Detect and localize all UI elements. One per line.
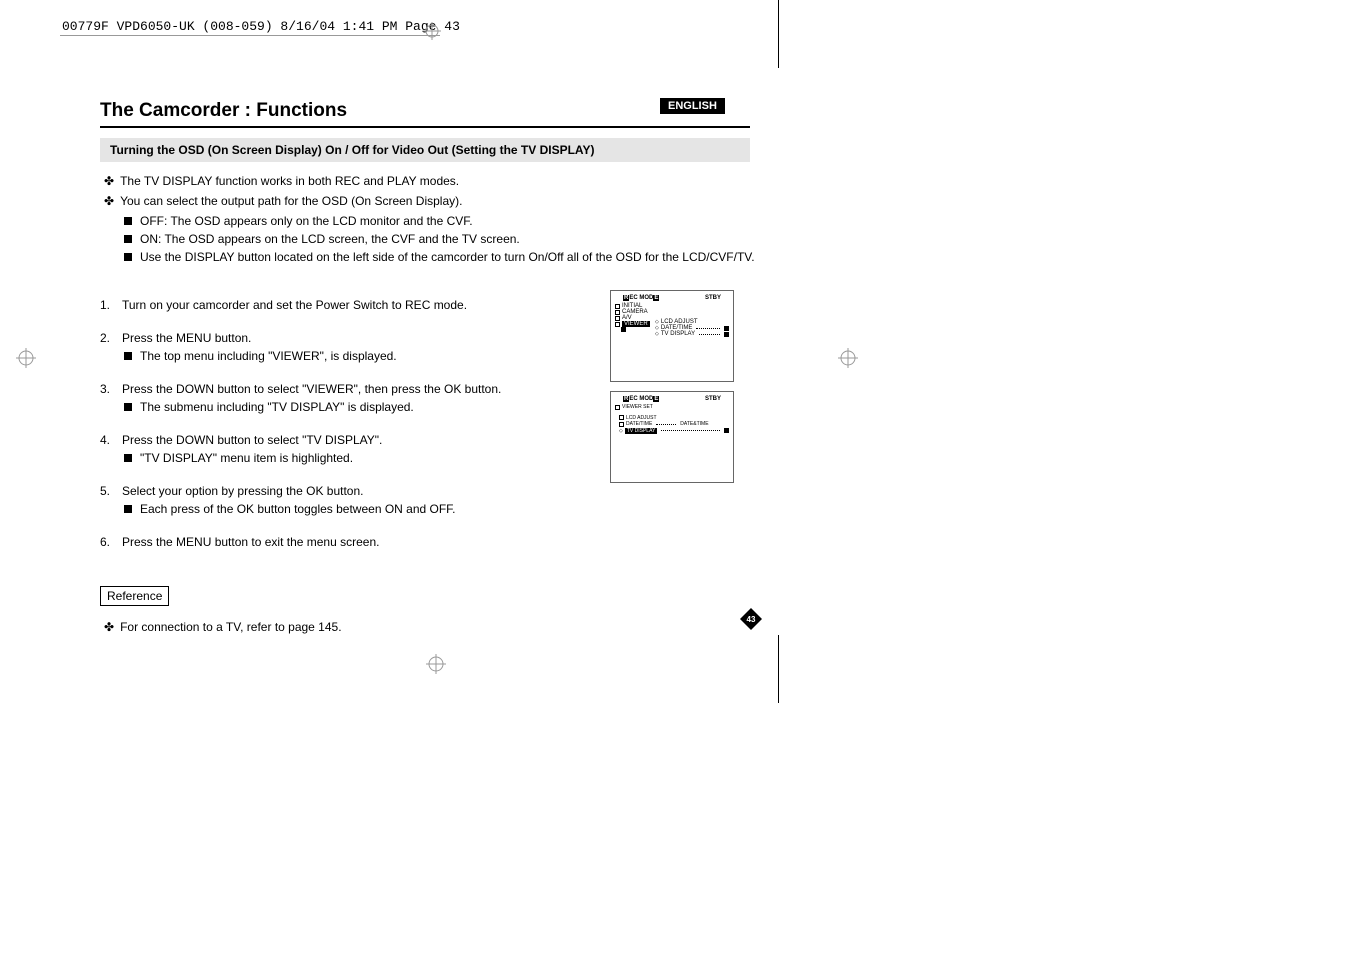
sub-bullet-text: ON: The OSD appears on the LCD screen, t…	[140, 230, 520, 248]
screen-mode-label: RREC MODEEC MODE	[623, 295, 659, 301]
step-number: 3.	[100, 380, 116, 398]
step-text: Press the MENU button to exit the menu s…	[122, 533, 379, 551]
bullet-text: You can select the output path for the O…	[120, 192, 462, 210]
bullet-marker-icon: ✤	[104, 172, 114, 190]
crop-mark-top	[423, 22, 441, 40]
step-text: Press the DOWN button to select "VIEWER"…	[122, 380, 501, 398]
document-header-meta: 00779F VPD6050-UK (008-059) 8/16/04 1:41…	[62, 19, 460, 34]
step-text: Select your option by pressing the OK bu…	[122, 482, 363, 500]
reference-bullet: ✤ For connection to a TV, refer to page …	[100, 618, 760, 636]
screen-1: RREC MODEEC MODE STBY INITIAL CAMERA A/V…	[610, 290, 734, 382]
reference-text: For connection to a TV, refer to page 14…	[120, 618, 341, 636]
step-sub-list: Each press of the OK button toggles betw…	[100, 500, 760, 518]
bullet-item: ✤ The TV DISPLAY function works in both …	[100, 172, 760, 190]
square-bullet-icon	[124, 352, 132, 360]
step-text: Press the MENU button.	[122, 329, 251, 347]
step-number: 2.	[100, 329, 116, 347]
screen-header: REC MODE STBY	[615, 396, 729, 402]
page-number: 43	[747, 615, 756, 624]
step-sub-item: Each press of the OK button toggles betw…	[124, 500, 760, 518]
main-bullet-list: ✤ The TV DISPLAY function works in both …	[100, 172, 760, 210]
step-sub-text: The submenu including "TV DISPLAY" is di…	[140, 398, 414, 416]
screen-status: STBY	[705, 295, 721, 301]
screen-right-menu: ◇LCD ADJUST ◇DATE/TIME ◇TV DISPLAY	[655, 303, 729, 337]
screen-header: RREC MODEEC MODE STBY	[615, 295, 729, 301]
step-sub-text: Each press of the OK button toggles betw…	[140, 500, 456, 518]
square-bullet-icon	[124, 253, 132, 261]
screen-left-menu: INITIAL CAMERA A/V VIEWER	[615, 303, 655, 337]
camcorder-screenshots: RREC MODEEC MODE STBY INITIAL CAMERA A/V…	[610, 290, 740, 492]
screen-2: REC MODE STBY VIEWER SET LCD ADJUST DATE…	[610, 391, 734, 483]
step-sub-text: The top menu including "VIEWER", is disp…	[140, 347, 397, 365]
reference-box: Reference	[100, 586, 169, 606]
screen-menu: INITIAL CAMERA A/V VIEWER ◇LCD ADJUST ◇D…	[615, 303, 729, 337]
square-bullet-icon	[124, 217, 132, 225]
crop-mark-bottom	[426, 654, 446, 674]
screen-mode-label: REC MODE	[623, 396, 659, 402]
sub-bullet-item: Use the DISPLAY button located on the le…	[124, 248, 760, 266]
screen-status: STBY	[705, 396, 721, 402]
bullet-text: The TV DISPLAY function works in both RE…	[120, 172, 459, 190]
header-underline	[60, 35, 440, 36]
sub-bullet-item: OFF: The OSD appears only on the LCD mon…	[124, 212, 760, 230]
bullet-marker-icon: ✤	[104, 192, 114, 210]
square-bullet-icon	[124, 403, 132, 411]
vertical-divider-bottom	[778, 635, 779, 703]
bullet-marker-icon: ✤	[104, 618, 114, 636]
step-text: Turn on your camcorder and set the Power…	[122, 296, 467, 314]
square-bullet-icon	[124, 505, 132, 513]
sub-bullet-text: Use the DISPLAY button located on the le…	[140, 248, 755, 266]
section-subtitle: Turning the OSD (On Screen Display) On /…	[100, 138, 750, 162]
step-number: 5.	[100, 482, 116, 500]
step-item: 6. Press the MENU button to exit the menu…	[100, 533, 760, 551]
sub-bullet-item: ON: The OSD appears on the LCD screen, t…	[124, 230, 760, 248]
sub-bullet-text: OFF: The OSD appears only on the LCD mon…	[140, 212, 473, 230]
step-number: 4.	[100, 431, 116, 449]
step-number: 6.	[100, 533, 116, 551]
square-bullet-icon	[124, 454, 132, 462]
crop-mark-left	[16, 348, 36, 368]
page-title: The Camcorder : Functions	[100, 100, 760, 122]
step-sub-text: "TV DISPLAY" menu item is highlighted.	[140, 449, 353, 467]
screen-menu: VIEWER SET LCD ADJUST DATE/TIMEDATE&TIME…	[615, 404, 729, 434]
title-underline	[100, 126, 750, 128]
vertical-divider-top	[778, 0, 779, 68]
page-number-badge: 43	[740, 608, 762, 630]
square-bullet-icon	[124, 235, 132, 243]
step-text: Press the DOWN button to select "TV DISP…	[122, 431, 382, 449]
sub-bullet-list: OFF: The OSD appears only on the LCD mon…	[100, 212, 760, 266]
step-number: 1.	[100, 296, 116, 314]
bullet-item: ✤ You can select the output path for the…	[100, 192, 760, 210]
crop-mark-right	[838, 348, 858, 368]
